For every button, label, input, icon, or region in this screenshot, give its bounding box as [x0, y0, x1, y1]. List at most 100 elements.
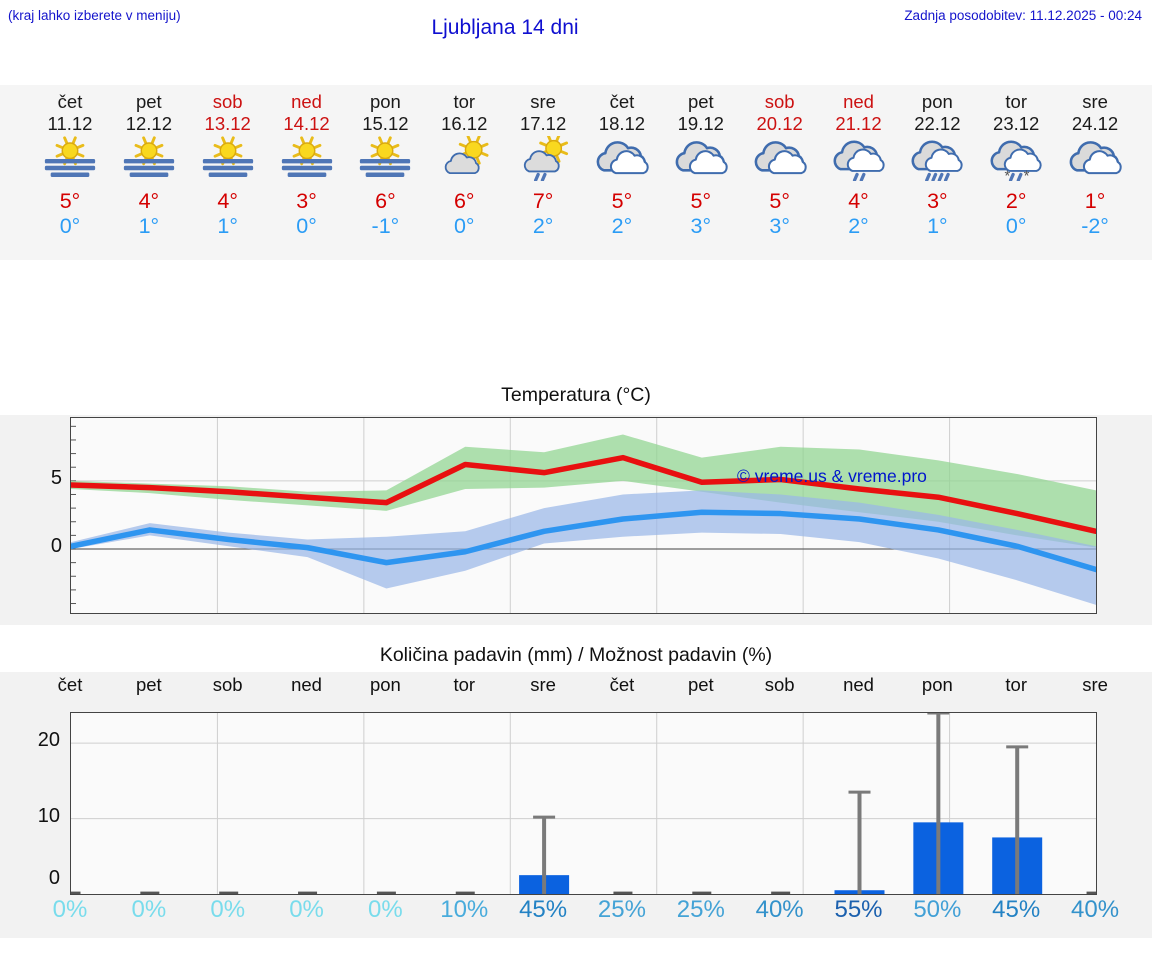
precip-probability-label: 0% [52, 896, 88, 923]
day-name: sre [1082, 91, 1108, 112]
day-low-temp: 0° [1005, 214, 1027, 238]
precip-zero-dash [1086, 891, 1096, 894]
day-date: 20.12 [756, 112, 803, 134]
day-date: 17.12 [519, 112, 567, 134]
day-date: 14.12 [283, 112, 330, 134]
precip-zero-dash [771, 891, 791, 894]
sun-fog-icon [202, 136, 253, 177]
temp-ytick-0: 0 [50, 535, 62, 557]
forecast-day-col: pon 22.12 3° 1° [898, 85, 977, 239]
svg-text:*: * [1024, 169, 1030, 181]
forecast-day-col: ned 14.12 3° 0° [267, 85, 346, 239]
day-name: čet [609, 91, 635, 112]
day-name: pon [921, 91, 953, 112]
forecast-day-col: pet 12.12 4° 1° [109, 85, 188, 239]
day-name: pet [687, 91, 714, 112]
precip-probability-label: 50% [913, 896, 962, 923]
day-name: sre [530, 91, 556, 112]
day-low-temp: 2° [848, 214, 869, 238]
day-date: 12.12 [125, 112, 172, 134]
precip-probability-label: 40% [755, 896, 804, 923]
day-high-temp: 3° [296, 189, 317, 213]
weather-icon-cell [188, 134, 267, 186]
day-high-temp: 3° [927, 189, 948, 213]
svg-text:*: * [1005, 169, 1011, 181]
weather-icon-cell [31, 134, 110, 186]
precip-probability-label: 25% [676, 896, 725, 923]
precip-day-label: ned [843, 674, 874, 695]
day-name: sob [212, 91, 243, 112]
forecast-day-col: sre 17.12 7° 2° [504, 85, 583, 239]
day-date: 16.12 [441, 112, 488, 134]
precip-day-label: pet [135, 674, 162, 695]
precip-probability-label: 40% [1071, 896, 1120, 923]
precip-probability-label: 0% [210, 896, 246, 923]
day-low-temp: -2° [1081, 214, 1109, 238]
day-name: pet [135, 91, 162, 112]
temperature-chart-svg [70, 417, 1097, 614]
precip-probability-label: 0% [289, 896, 324, 923]
precip-zero-dash [455, 891, 475, 894]
day-name: čet [57, 91, 83, 112]
day-high-temp: 6° [453, 189, 475, 213]
weather-icon-cell [740, 134, 819, 186]
weather-icon-cell [898, 134, 977, 186]
precip-probability-label: 25% [597, 896, 646, 923]
day-high-temp: 4° [848, 189, 869, 213]
weather-icon-cell [267, 134, 346, 186]
sun-fog-icon [123, 136, 174, 177]
sun-fog-icon [281, 136, 332, 177]
day-low-temp: 1° [217, 214, 238, 238]
day-date: 18.12 [598, 112, 646, 134]
forecast-day-col: pet 19.12 5° 3° [661, 85, 740, 239]
precip-zero-dash [692, 891, 712, 894]
weather-icon-cell [109, 134, 188, 186]
forecast-day-col: sob 13.12 4° 1° [188, 85, 267, 239]
precip-day-label: sre [1082, 674, 1108, 695]
day-high-temp: 5° [769, 189, 790, 213]
cloud-rain-icon [911, 140, 963, 182]
weather-icon-cell: * * [977, 134, 1056, 186]
forecast-day-col: tor 16.12 6° 0° [425, 85, 504, 239]
day-low-temp: 0° [59, 214, 81, 238]
precip-probability-label: 0% [368, 896, 403, 923]
precip-ytick-0: 0 [48, 867, 60, 889]
day-name: ned [843, 91, 874, 112]
menu-hint: (kraj lahko izberete v meniju) [8, 8, 181, 23]
forecast-day-col: ned 21.12 4° 2° [819, 85, 898, 239]
sun-cloud-rain-icon [523, 133, 569, 182]
day-high-temp: 4° [138, 189, 160, 213]
precip-probability-label: 0% [131, 896, 167, 923]
watermark: © vreme.us & vreme.pro [737, 466, 927, 486]
precip-day-label: pon [369, 674, 401, 695]
cloudy-icon [754, 141, 807, 175]
weather-icon-cell [504, 133, 583, 186]
max-temp-range-band [71, 434, 1096, 548]
precip-day-label: pet [687, 674, 714, 695]
weather-icon-cell [819, 134, 898, 186]
precip-day-label: čet [609, 674, 635, 695]
temp-ytick-5: 5 [50, 467, 62, 489]
page-title: Ljubljana 14 dni [431, 16, 579, 39]
day-low-temp: 0° [453, 214, 475, 238]
precip-probability-label: 55% [834, 896, 883, 923]
precip-ytick-20: 20 [37, 729, 60, 751]
max-temp-line [71, 454, 1096, 535]
precip-probability-label: 10% [440, 896, 489, 923]
weather-icon-cell [346, 134, 425, 186]
precip-zero-dash [376, 891, 396, 894]
precipitation-chart-svg [70, 712, 1097, 895]
precip-day-label: sre [530, 674, 556, 695]
temperature-chart-title: Temperatura (°C) [501, 384, 651, 406]
day-date: 24.12 [1071, 112, 1119, 134]
day-high-temp: 5° [59, 189, 81, 213]
precipitation-chart-title: Količina padavin (mm) / Možnost padavin … [379, 644, 773, 666]
precip-zero-dash [140, 891, 160, 894]
cloudy-icon [596, 141, 649, 175]
forecast-day-col: čet 11.12 5° 0° [31, 85, 110, 239]
weather-icon-cell [582, 134, 661, 186]
sun-cloud-icon [444, 134, 489, 175]
precip-zero-dash [613, 891, 633, 894]
day-low-temp: 2° [532, 214, 554, 238]
